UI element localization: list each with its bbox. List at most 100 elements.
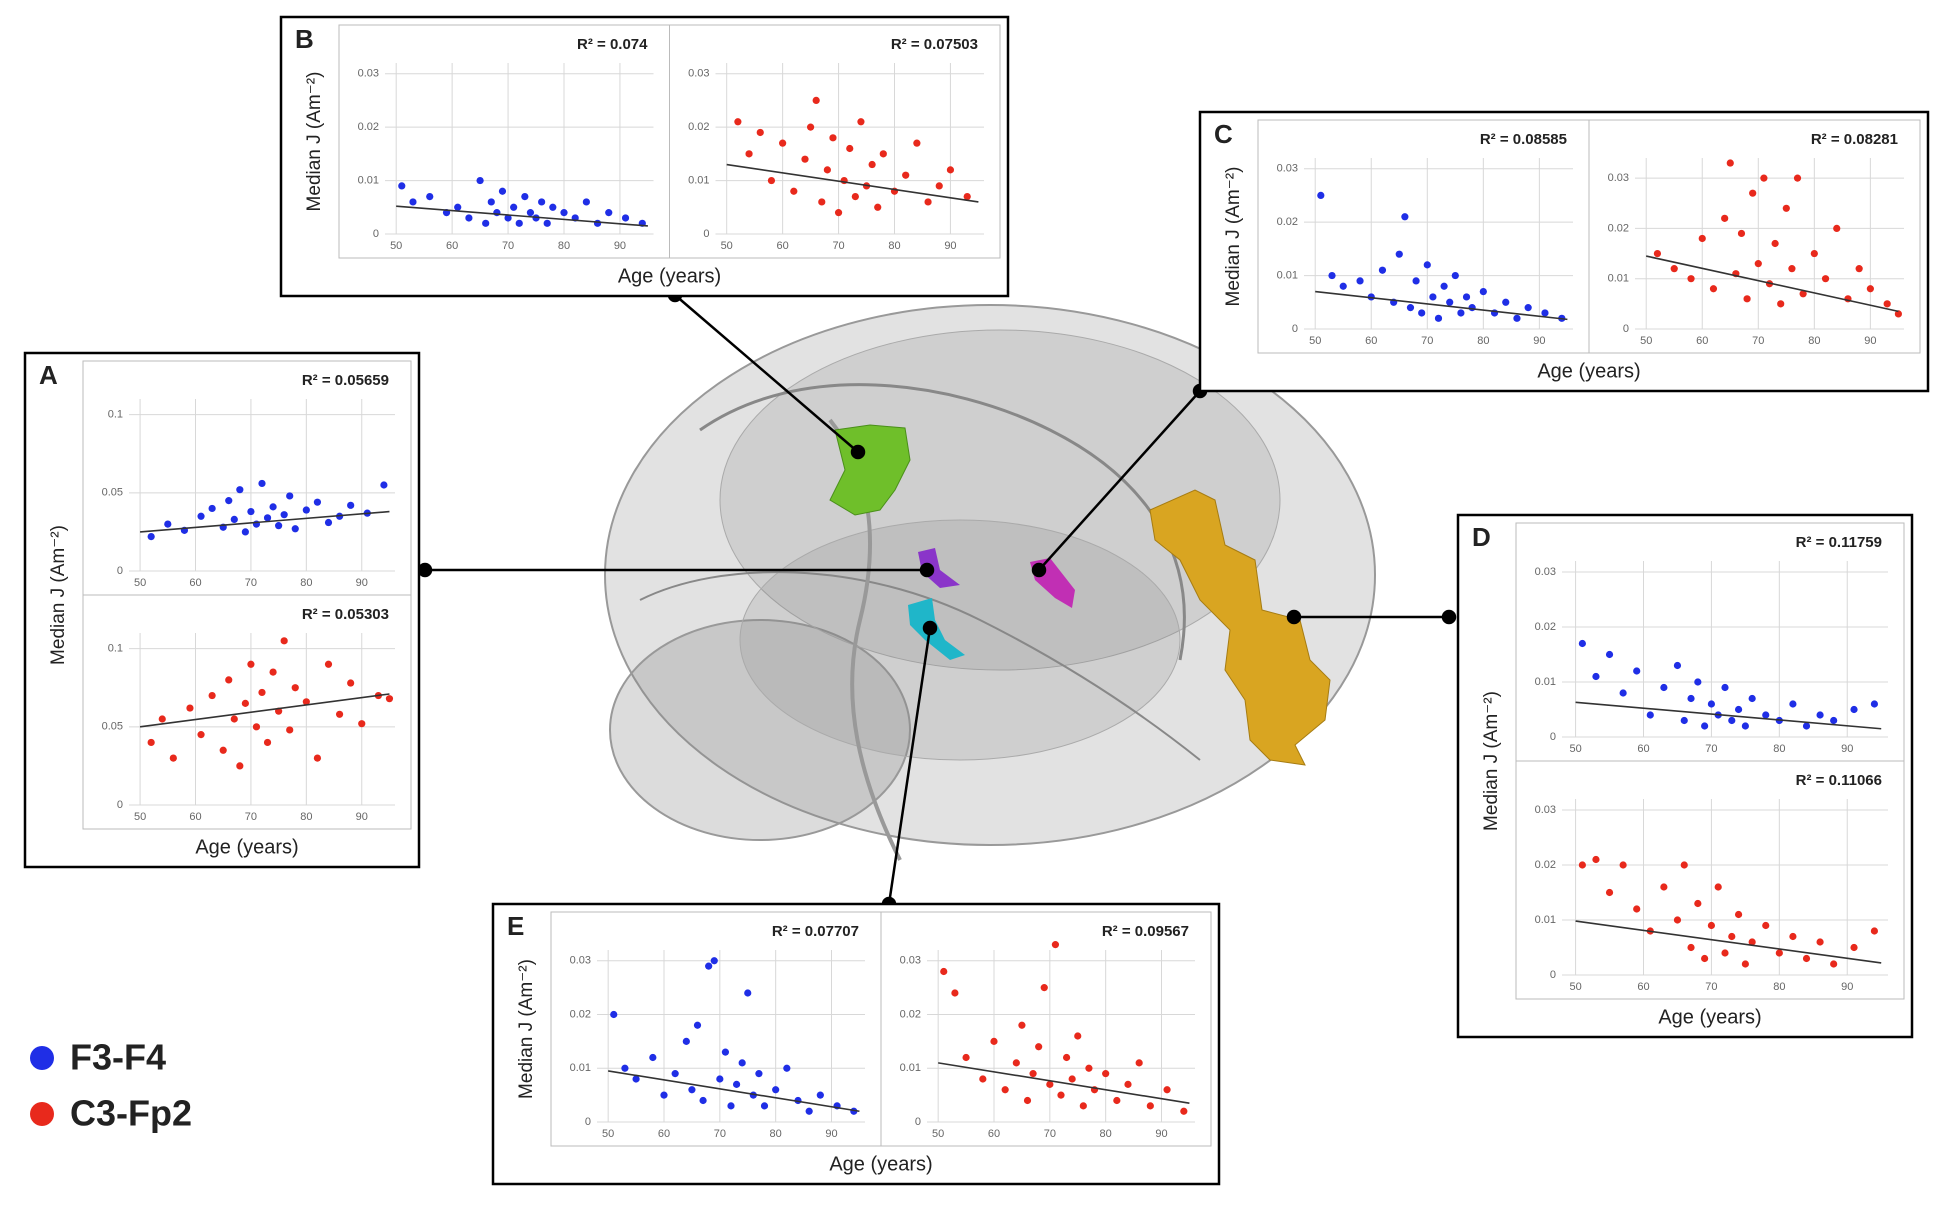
point xyxy=(510,203,518,211)
point xyxy=(1855,265,1863,273)
point xyxy=(560,209,568,217)
x-tick-label: 50 xyxy=(1569,981,1581,993)
point xyxy=(225,676,233,684)
point xyxy=(1592,672,1600,681)
panel-letter: C xyxy=(1214,119,1233,149)
x-tick-label: 60 xyxy=(189,577,201,589)
point xyxy=(868,160,876,169)
x-tick-label: 80 xyxy=(888,240,900,252)
point xyxy=(805,1107,813,1115)
panel-letter: E xyxy=(507,911,524,941)
point xyxy=(1029,1070,1037,1078)
point xyxy=(1660,883,1668,891)
x-axis-label: Age (years) xyxy=(618,265,721,287)
point xyxy=(962,1053,970,1062)
point xyxy=(208,504,216,513)
y-tick-label: 0.05 xyxy=(102,721,123,733)
x-tick-label: 90 xyxy=(1841,743,1853,755)
point xyxy=(1018,1021,1026,1029)
x-tick-label: 90 xyxy=(1864,335,1876,347)
point xyxy=(1051,941,1060,949)
x-tick-label: 60 xyxy=(777,240,789,252)
point xyxy=(1619,689,1627,697)
point xyxy=(1633,905,1641,913)
point xyxy=(1646,711,1654,719)
point xyxy=(621,214,630,222)
point xyxy=(515,219,523,227)
panel-frame xyxy=(1456,513,1914,1039)
point xyxy=(1726,159,1734,167)
trend-line xyxy=(1646,255,1899,313)
y-tick-label: 0.02 xyxy=(1535,621,1556,633)
point xyxy=(779,139,787,147)
y-tick-label: 0.02 xyxy=(1277,216,1298,228)
point xyxy=(538,198,546,206)
x-tick-label: 90 xyxy=(356,577,368,589)
subplot-frame xyxy=(1515,760,1905,1000)
point xyxy=(241,699,249,707)
point xyxy=(1339,282,1347,290)
annotation: R² = 0.11066 xyxy=(1796,772,1882,789)
point xyxy=(682,1037,690,1045)
point xyxy=(252,723,261,731)
y-tick-label: 0.02 xyxy=(1535,859,1556,871)
point xyxy=(543,219,551,227)
point xyxy=(1694,678,1702,686)
point xyxy=(1468,304,1476,312)
annotation: R² = 0.09567 xyxy=(1102,923,1189,940)
point xyxy=(783,1064,791,1072)
point xyxy=(924,198,932,206)
point xyxy=(834,209,843,217)
point xyxy=(197,731,205,739)
x-tick-label: 80 xyxy=(558,240,570,252)
point xyxy=(487,198,495,206)
point xyxy=(275,522,283,530)
point xyxy=(291,525,299,533)
point xyxy=(1680,716,1688,725)
x-tick-label: 50 xyxy=(134,811,146,823)
x-tick-label: 50 xyxy=(134,577,146,589)
y-tick-label: 0.02 xyxy=(1608,222,1629,234)
point xyxy=(313,498,322,506)
point xyxy=(263,738,272,747)
point xyxy=(671,1070,679,1078)
point xyxy=(1102,1070,1110,1078)
y-tick-label: 0.03 xyxy=(900,955,921,967)
legend-swatch xyxy=(30,1046,54,1070)
point xyxy=(1762,921,1770,930)
y-axis-label: Median J (Am⁻²) xyxy=(304,72,325,212)
point xyxy=(1687,694,1695,703)
point xyxy=(247,660,255,668)
point xyxy=(979,1075,987,1083)
x-tick-label: 70 xyxy=(714,1128,726,1140)
point xyxy=(1085,1064,1093,1072)
point xyxy=(324,518,333,527)
y-tick-label: 0.03 xyxy=(1277,163,1298,175)
point xyxy=(1701,722,1709,730)
point xyxy=(398,182,406,190)
point xyxy=(1057,1091,1065,1099)
point xyxy=(790,187,798,195)
point xyxy=(1578,861,1586,869)
panel-frame xyxy=(23,351,421,869)
point xyxy=(902,171,910,179)
x-tick-label: 50 xyxy=(1569,743,1581,755)
point xyxy=(347,501,355,509)
point xyxy=(1866,285,1874,293)
point xyxy=(1782,204,1790,212)
point xyxy=(812,96,820,105)
annotation: R² = 0.074 xyxy=(577,36,648,53)
x-tick-label: 80 xyxy=(300,577,312,589)
point xyxy=(1068,1075,1076,1083)
panel-letter: D xyxy=(1472,522,1491,552)
x-tick-label: 50 xyxy=(721,240,733,252)
point xyxy=(710,957,718,965)
x-tick-label: 50 xyxy=(390,240,402,252)
point xyxy=(1743,295,1751,303)
x-axis-label: Age (years) xyxy=(829,1153,932,1175)
point xyxy=(147,738,155,747)
point xyxy=(1513,314,1521,322)
point xyxy=(1810,249,1818,258)
point xyxy=(610,1010,618,1019)
point xyxy=(1578,639,1586,648)
